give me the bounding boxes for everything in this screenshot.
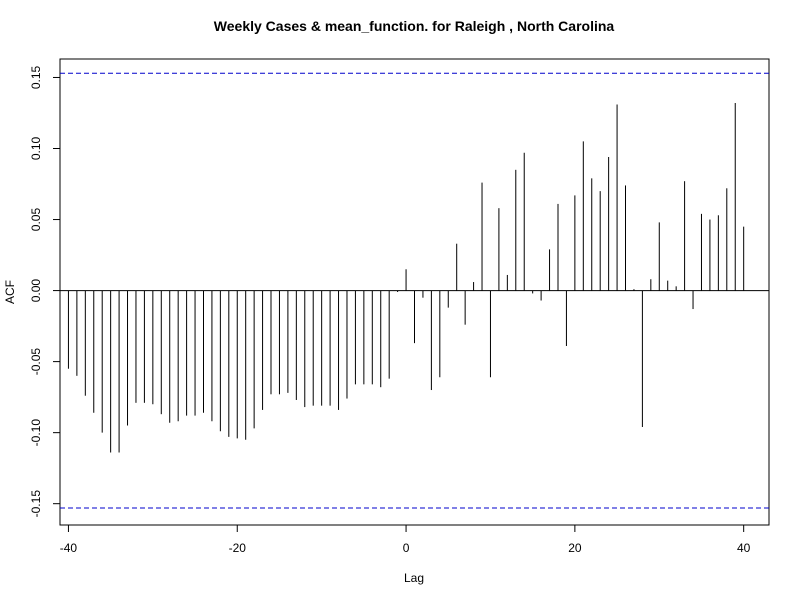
y-tick-label: -0.05 [29, 348, 43, 376]
y-tick-label: 0.00 [29, 279, 43, 303]
x-tick-label: 0 [403, 541, 410, 555]
y-axis: -0.15 -0.10 -0.05 0.00 0.05 0.10 0.15 [29, 65, 61, 518]
chart-title: Weekly Cases & mean_function. for Raleig… [214, 18, 615, 34]
x-axis: -40 -20 0 20 40 [60, 524, 751, 555]
x-axis-label: Lag [404, 571, 424, 585]
x-tick-label: -20 [229, 541, 247, 555]
y-tick-label: 0.10 [29, 137, 43, 161]
y-tick-label: -0.15 [29, 490, 43, 518]
confidence-bounds [60, 72, 769, 509]
y-axis-label: ACF [3, 280, 17, 304]
x-tick-label: 40 [737, 541, 751, 555]
x-tick-label: -40 [60, 541, 78, 555]
x-tick-label: 20 [568, 541, 582, 555]
y-tick-label: 0.15 [29, 65, 43, 89]
y-tick-label: 0.05 [29, 208, 43, 232]
acf-bars [67, 103, 745, 453]
y-tick-label: -0.10 [29, 419, 43, 447]
